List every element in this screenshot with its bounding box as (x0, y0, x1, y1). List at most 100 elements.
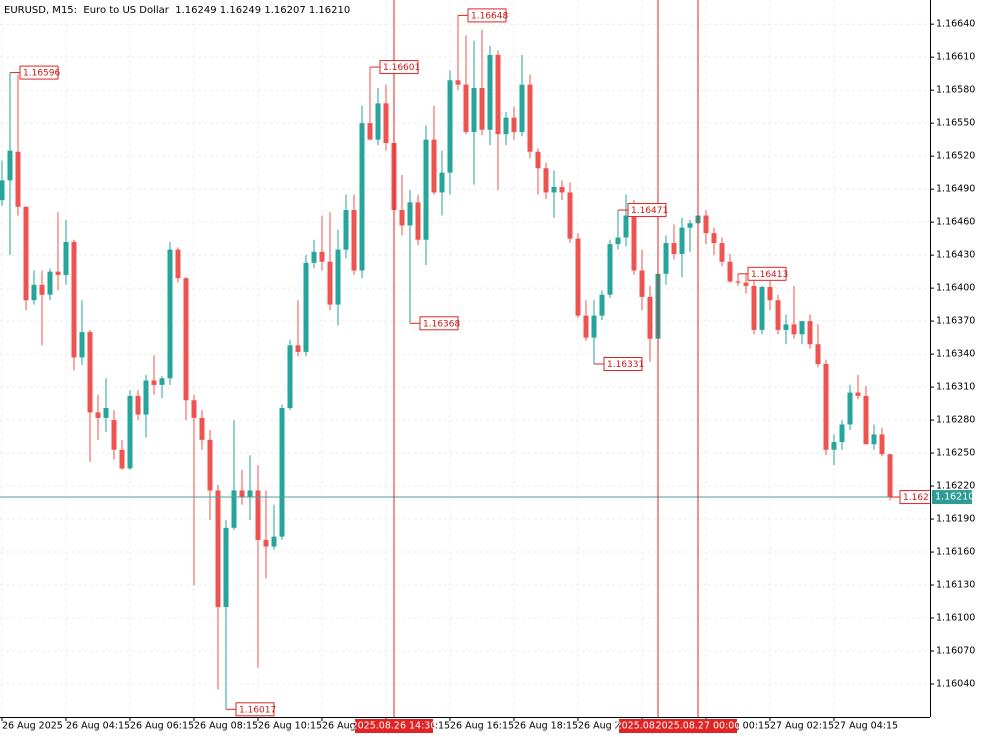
y-tick-label: 1.16520 (936, 151, 975, 162)
candle-body (119, 449, 125, 469)
annotation-box (235, 702, 275, 717)
candle-body (751, 285, 757, 330)
candle-body (303, 262, 309, 352)
annotation-label: 1.16017 (239, 705, 276, 715)
candle-body (791, 324, 797, 335)
y-tick-label: 1.16580 (936, 85, 975, 96)
candle-body (511, 117, 517, 132)
annotation-label: 1.16210 (903, 493, 940, 503)
candle-body (455, 80, 461, 85)
candle-body (351, 210, 357, 271)
annotation-label: 1.16596 (23, 69, 60, 79)
x-tick-label: 27 Aug 00:15 (706, 721, 770, 732)
candle-body (71, 241, 77, 358)
candle-body (543, 168, 549, 193)
candle-body (607, 244, 613, 295)
y-tick-label: 1.16280 (936, 415, 975, 426)
annotation-label: 1.16368 (423, 319, 460, 329)
candle-body (247, 490, 253, 498)
candle-body (167, 249, 173, 379)
candle-body (183, 278, 189, 401)
candle-body (479, 87, 485, 130)
candle-body (359, 123, 365, 271)
candle-body (735, 281, 741, 283)
candle-body (807, 321, 813, 345)
x-tick-label: 26 Aug 18:15 (514, 721, 578, 732)
x-tick-label: 27 Aug 02:15 (770, 721, 834, 732)
annotation-label: 1.16471 (631, 206, 668, 216)
candle-body (831, 442, 837, 450)
candle-body (199, 417, 205, 440)
candle-body (127, 395, 133, 469)
x-tick-label: 26 Aug 06:15 (130, 721, 194, 732)
candle-body (31, 284, 37, 301)
y-tick-label: 1.16340 (936, 349, 975, 360)
price-axis-area (930, 0, 983, 737)
x-tick-label: 26 Aug 20:15 (578, 721, 642, 732)
bid-label: 1.16210 (935, 492, 974, 503)
candle-body (575, 238, 581, 316)
candle-body (527, 84, 533, 152)
candle-body (463, 84, 469, 132)
y-tick-label: 1.16610 (936, 52, 975, 63)
x-tick-label: 26 Aug 2025 (2, 721, 63, 732)
candle-body (495, 54, 501, 135)
candle-body (207, 439, 213, 491)
candle-body (383, 103, 389, 143)
y-tick-label: 1.16370 (936, 316, 975, 327)
candle-body (487, 54, 493, 130)
y-tick-label: 1.16400 (936, 283, 975, 294)
candle-body (375, 103, 381, 140)
x-tick-label: 26 Aug 10:15 (258, 721, 322, 732)
candle-body (343, 210, 349, 250)
candle-body (95, 412, 101, 418)
candle-body (679, 227, 685, 255)
candle-body (135, 395, 141, 415)
vertical-line-label: 2025.08.27 00:00 (656, 721, 741, 732)
candle-body (767, 287, 773, 301)
candle-body (591, 315, 597, 338)
y-tick-label: 1.16220 (936, 481, 975, 492)
candle-body (567, 192, 573, 239)
x-tick-label: 26 Aug 12:15 (322, 721, 386, 732)
candle-body (855, 392, 861, 396)
candle-body (719, 243, 725, 262)
annotation-box (603, 356, 643, 371)
y-tick-label: 1.16250 (936, 448, 975, 459)
candle-body (639, 270, 645, 297)
candle-body (39, 284, 45, 295)
candle-body (823, 363, 829, 450)
candle-body (759, 287, 765, 330)
candle-body (335, 249, 341, 305)
candle-body (23, 206, 29, 301)
candle-body (631, 215, 637, 271)
y-tick-label: 1.16640 (936, 19, 975, 30)
y-tick-label: 1.16550 (936, 118, 975, 129)
candle-body (423, 139, 429, 240)
candle-body (687, 223, 693, 228)
annotation-box (19, 65, 59, 80)
candle-body (103, 407, 109, 418)
candle-body (263, 539, 269, 547)
candle-body (887, 454, 893, 498)
candle-body (319, 251, 325, 262)
candle-body (551, 186, 557, 193)
y-tick-label: 1.16460 (936, 217, 975, 228)
candle-body (55, 271, 61, 275)
annotation-label: 1.16648 (471, 11, 508, 21)
candle-body (79, 332, 85, 358)
candle-body (519, 84, 525, 132)
candle-body (783, 324, 789, 330)
candle-body (447, 80, 453, 173)
candle-body (7, 150, 13, 181)
annotation-box (379, 60, 419, 75)
candle-body (87, 332, 93, 413)
candle-body (239, 490, 245, 498)
candle-body (63, 241, 69, 275)
candle-body (663, 243, 669, 274)
candle-body (431, 139, 437, 193)
candle-body (647, 296, 653, 339)
candle-body (327, 261, 333, 305)
candle-body (15, 151, 21, 207)
